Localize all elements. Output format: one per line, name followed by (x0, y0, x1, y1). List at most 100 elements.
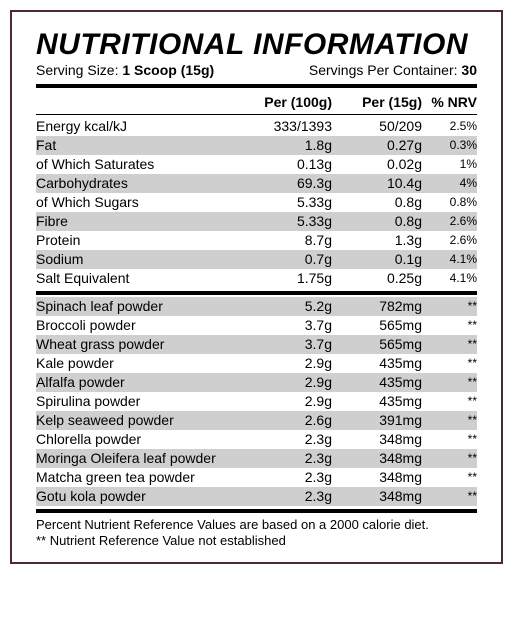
cell-per15: 0.1g (332, 250, 422, 269)
table-row: Salt Equivalent1.75g0.25g4.1% (36, 269, 477, 288)
cell-nrv: 0.3% (422, 136, 477, 155)
cell-name: Kale powder (36, 354, 242, 373)
cell-nrv: ** (422, 373, 477, 392)
cell-per15: 1.3g (332, 231, 422, 250)
cell-nrv: 2.6% (422, 231, 477, 250)
cell-name: Spinach leaf powder (36, 297, 242, 316)
cell-name: of Which Saturates (36, 155, 242, 174)
divider-medium-2 (36, 509, 477, 513)
cell-nrv: 4.1% (422, 250, 477, 269)
cell-per100: 2.9g (242, 354, 332, 373)
footnote: Percent Nutrient Reference Values are ba… (36, 517, 477, 548)
cell-per100: 2.3g (242, 468, 332, 487)
cell-per15: 348mg (332, 468, 422, 487)
cell-nrv: ** (422, 411, 477, 430)
cell-name: Fat (36, 136, 242, 155)
cell-name: Broccoli powder (36, 316, 242, 335)
cell-nrv: 4% (422, 174, 477, 193)
cell-nrv: ** (422, 430, 477, 449)
footnote-line1: Percent Nutrient Reference Values are ba… (36, 517, 477, 533)
cell-per100: 69.3g (242, 174, 332, 193)
cell-per15: 0.27g (332, 136, 422, 155)
cell-per100: 0.7g (242, 250, 332, 269)
cell-per100: 2.3g (242, 430, 332, 449)
cell-per100: 1.8g (242, 136, 332, 155)
cell-per15: 435mg (332, 354, 422, 373)
header-per15: Per (15g) (332, 94, 422, 110)
table-row: of Which Saturates0.13g0.02g1% (36, 155, 477, 174)
cell-name: Spirulina powder (36, 392, 242, 411)
table-row: Gotu kola powder2.3g348mg** (36, 487, 477, 506)
cell-per100: 2.3g (242, 487, 332, 506)
cell-name: Fibre (36, 212, 242, 231)
header-per100: Per (100g) (242, 94, 332, 110)
cell-per15: 50/209 (332, 117, 422, 136)
cell-per100: 3.7g (242, 335, 332, 354)
cell-nrv: 4.1% (422, 269, 477, 288)
cell-per15: 348mg (332, 487, 422, 506)
cell-name: Matcha green tea powder (36, 468, 242, 487)
servings-per-container: Servings Per Container: 30 (309, 62, 477, 78)
cell-name: Salt Equivalent (36, 269, 242, 288)
cell-nrv: ** (422, 335, 477, 354)
cell-per15: 0.02g (332, 155, 422, 174)
table-row: Sodium0.7g0.1g4.1% (36, 250, 477, 269)
cell-per15: 10.4g (332, 174, 422, 193)
cell-nrv: ** (422, 468, 477, 487)
cell-per100: 2.9g (242, 392, 332, 411)
table-row: Fibre5.33g0.8g2.6% (36, 212, 477, 231)
macros-section: Energy kcal/kJ333/139350/2092.5%Fat1.8g0… (36, 117, 477, 288)
serving-size: Serving Size: 1 Scoop (15g) (36, 62, 214, 78)
table-row: of Which Sugars5.33g0.8g0.8% (36, 193, 477, 212)
cell-per15: 435mg (332, 392, 422, 411)
table-row: Broccoli powder3.7g565mg** (36, 316, 477, 335)
divider-medium (36, 291, 477, 295)
cell-per15: 565mg (332, 316, 422, 335)
table-row: Alfalfa powder2.9g435mg** (36, 373, 477, 392)
footnote-line2: ** Nutrient Reference Value not establis… (36, 533, 477, 549)
cell-nrv: ** (422, 392, 477, 411)
serving-size-label: Serving Size: (36, 62, 118, 78)
cell-nrv: 0.8% (422, 193, 477, 212)
cell-per15: 565mg (332, 335, 422, 354)
cell-per15: 782mg (332, 297, 422, 316)
cell-name: Moringa Oleifera leaf powder (36, 449, 242, 468)
cell-per100: 0.13g (242, 155, 332, 174)
cell-per100: 5.33g (242, 193, 332, 212)
table-row: Protein8.7g1.3g2.6% (36, 231, 477, 250)
cell-per100: 3.7g (242, 316, 332, 335)
table-row: Carbohydrates69.3g10.4g4% (36, 174, 477, 193)
cell-name: Carbohydrates (36, 174, 242, 193)
cell-name: Alfalfa powder (36, 373, 242, 392)
cell-name: of Which Sugars (36, 193, 242, 212)
table-row: Moringa Oleifera leaf powder2.3g348mg** (36, 449, 477, 468)
cell-nrv: 1% (422, 155, 477, 174)
header-nrv: % NRV (422, 94, 477, 110)
cell-per15: 0.25g (332, 269, 422, 288)
table-row: Kale powder2.9g435mg** (36, 354, 477, 373)
cell-nrv: ** (422, 487, 477, 506)
serving-row: Serving Size: 1 Scoop (15g) Servings Per… (36, 62, 477, 78)
cell-per15: 348mg (332, 449, 422, 468)
cell-nrv: ** (422, 297, 477, 316)
cell-name: Wheat grass powder (36, 335, 242, 354)
cell-per100: 333/1393 (242, 117, 332, 136)
cell-nrv: 2.6% (422, 212, 477, 231)
cell-name: Gotu kola powder (36, 487, 242, 506)
cell-per100: 8.7g (242, 231, 332, 250)
table-row: Matcha green tea powder2.3g348mg** (36, 468, 477, 487)
panel-title: NUTRITIONAL INFORMATION (36, 30, 477, 60)
cell-name: Sodium (36, 250, 242, 269)
ingredients-section: Spinach leaf powder5.2g782mg**Broccoli p… (36, 297, 477, 506)
cell-per100: 5.33g (242, 212, 332, 231)
cell-per15: 0.8g (332, 193, 422, 212)
cell-per100: 2.3g (242, 449, 332, 468)
cell-nrv: ** (422, 449, 477, 468)
header-blank (36, 94, 242, 110)
table-row: Spirulina powder2.9g435mg** (36, 392, 477, 411)
table-row: Spinach leaf powder5.2g782mg** (36, 297, 477, 316)
cell-name: Protein (36, 231, 242, 250)
divider-thin (36, 114, 477, 115)
cell-name: Kelp seaweed powder (36, 411, 242, 430)
nutrition-panel: NUTRITIONAL INFORMATION Serving Size: 1 … (10, 10, 503, 564)
